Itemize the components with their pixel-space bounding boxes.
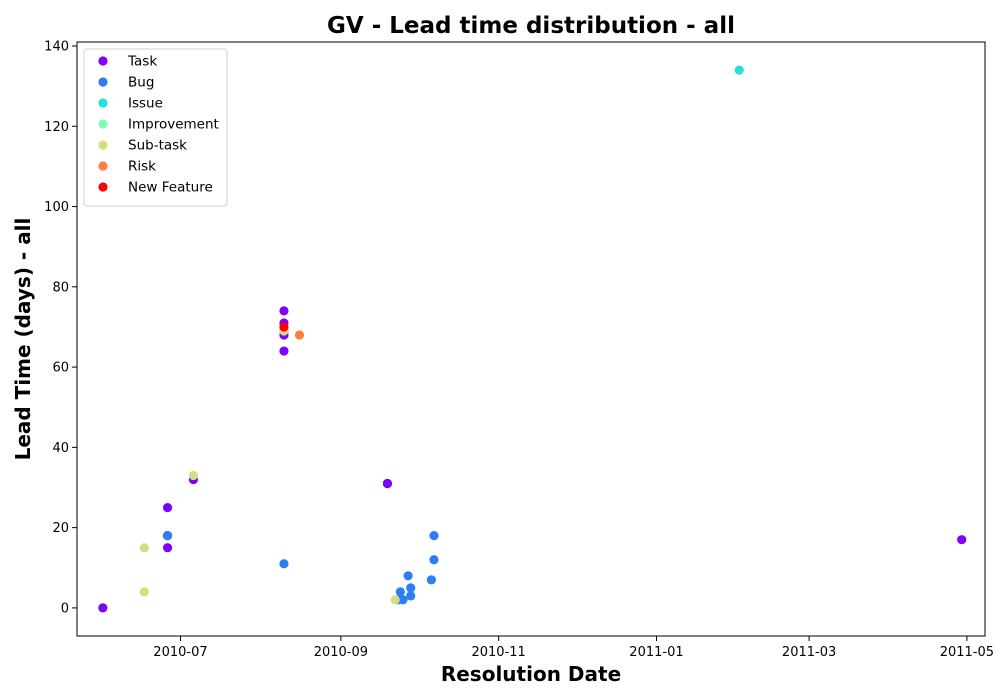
legend-marker <box>98 56 108 66</box>
point-task <box>162 502 173 513</box>
legend-label: Bug <box>128 75 154 91</box>
y-tick-label: 120 <box>44 120 69 135</box>
point-task <box>279 346 289 356</box>
point-bug <box>395 587 405 597</box>
x-tick-label: 2010-11 <box>471 645 525 660</box>
point-task <box>382 478 393 489</box>
x-tick-label: 2011-05 <box>940 645 994 660</box>
point-bug <box>429 555 439 565</box>
y-tick-label: 20 <box>52 521 69 536</box>
y-axis-label: Lead Time (days) - all <box>11 218 35 461</box>
x-tick-label: 2010-09 <box>314 645 368 660</box>
legend-box <box>83 48 228 207</box>
point-sub-task <box>188 470 199 481</box>
legend-label: New Feature <box>128 180 213 196</box>
x-axis-label: Resolution Date <box>441 662 621 686</box>
point-bug <box>406 591 416 601</box>
legend-marker <box>98 161 108 171</box>
legend-label: Risk <box>128 159 156 175</box>
point-new-feature <box>279 322 289 332</box>
point-sub-task <box>139 543 149 553</box>
x-axis: 2010-07 2010-09 2010-11 2011-01 2011-03 2011-… <box>153 636 994 660</box>
legend-label: Task <box>127 54 157 70</box>
x-tick-label: 2011-01 <box>629 645 683 660</box>
point-task <box>98 603 108 613</box>
point-task <box>279 306 289 316</box>
y-tick-label: 60 <box>52 361 69 376</box>
point-bug <box>162 531 173 541</box>
legend-marker <box>98 182 108 192</box>
point-bug <box>429 531 439 541</box>
y-tick-label: 40 <box>52 441 69 456</box>
data-points <box>98 65 967 613</box>
legend-marker <box>98 119 108 129</box>
point-risk <box>294 330 305 340</box>
legend-marker <box>98 140 108 150</box>
point-task <box>957 535 967 545</box>
y-tick-label: 80 <box>52 280 69 295</box>
chart-title: GV - Lead time distribution - all <box>327 13 735 39</box>
x-tick-label: 2011-03 <box>782 645 836 660</box>
legend-label: Issue <box>128 96 163 112</box>
point-bug <box>403 571 413 581</box>
point-task <box>162 543 173 553</box>
point-bug <box>406 583 416 593</box>
point-sub-task <box>390 595 400 605</box>
legend: Task Bug Issue Improvement Sub-task Risk New F… <box>83 48 228 207</box>
plot-frame <box>76 41 986 637</box>
y-tick-label: 100 <box>44 200 69 215</box>
point-issue <box>734 65 744 75</box>
y-tick-label: 140 <box>44 40 69 55</box>
point-bug <box>279 559 289 569</box>
legend-label: Sub-task <box>128 138 187 154</box>
y-axis: 0 20 40 60 80 100 120 140 <box>44 40 77 616</box>
point-sub-task <box>139 587 149 597</box>
y-tick-label: 0 <box>61 601 69 616</box>
point-bug <box>398 595 408 605</box>
legend-marker <box>98 77 108 87</box>
legend-marker <box>98 98 108 108</box>
legend-label: Improvement <box>128 117 219 133</box>
x-tick-label: 2010-07 <box>153 645 207 660</box>
point-bug <box>426 575 437 585</box>
